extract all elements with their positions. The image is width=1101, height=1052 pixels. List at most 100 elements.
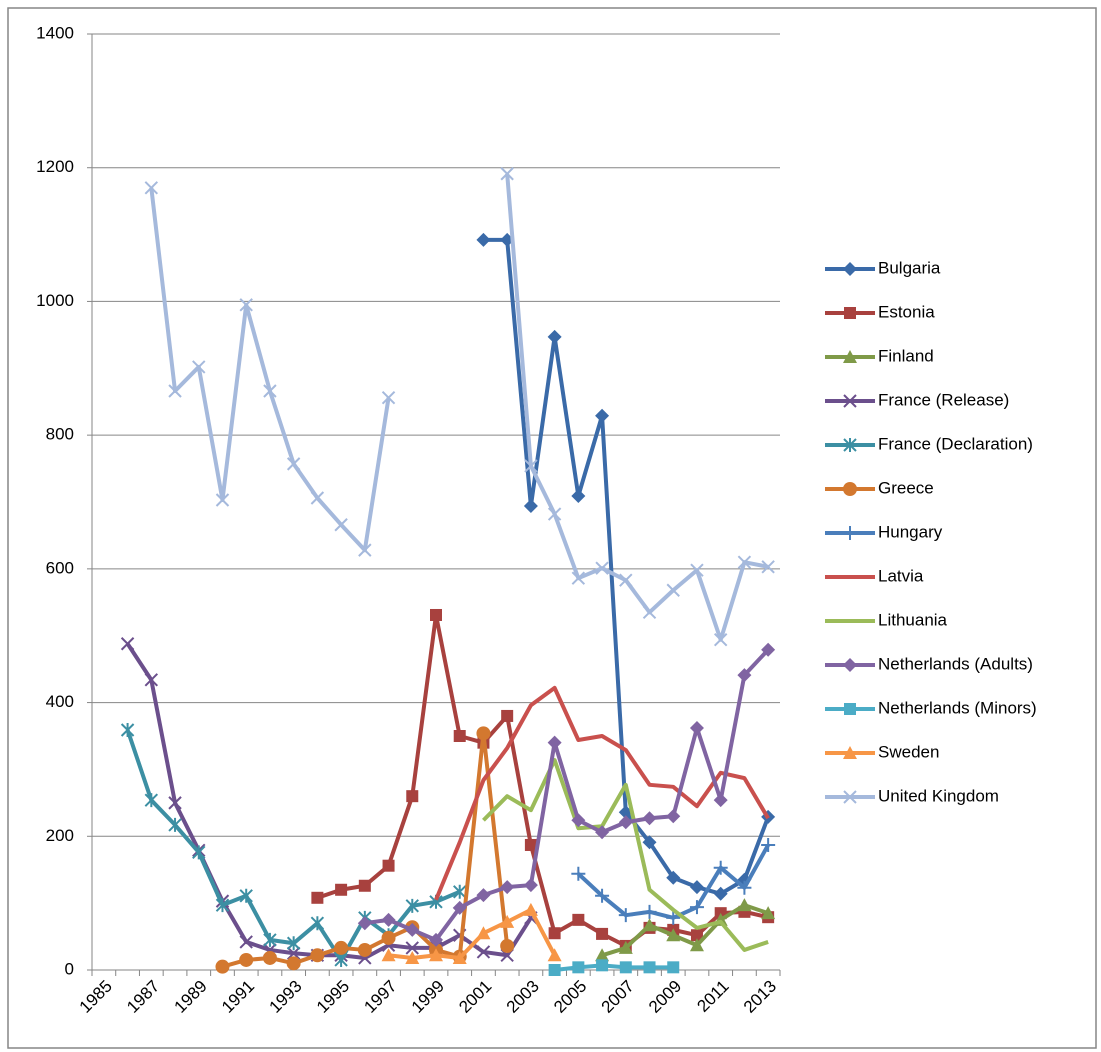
y-tick-label: 800: [46, 425, 74, 444]
legend-label: Greece: [878, 478, 934, 497]
marker: [737, 898, 752, 912]
marker: [642, 811, 657, 826]
marker: [192, 360, 206, 374]
marker: [690, 929, 703, 942]
marker: [381, 930, 396, 945]
legend-marker: [843, 746, 857, 759]
marker: [144, 673, 159, 687]
legend-marker: [843, 350, 857, 363]
marker: [239, 888, 253, 903]
legend-label: France (Declaration): [878, 434, 1033, 453]
marker: [547, 948, 562, 962]
legend-label: Netherlands (Minors): [878, 698, 1037, 717]
chart-frame: [7, 7, 1097, 1049]
marker: [548, 964, 561, 976]
legend-label: Lithuania: [878, 610, 948, 629]
marker: [548, 927, 561, 940]
marker: [595, 888, 610, 903]
series: [482, 758, 769, 952]
marker: [761, 560, 775, 574]
legend-label: Estonia: [878, 302, 935, 321]
marker: [144, 793, 159, 808]
marker: [476, 888, 491, 903]
marker: [453, 730, 466, 742]
marker: [168, 796, 182, 810]
marker: [310, 916, 325, 931]
marker: [334, 952, 348, 967]
y-tick-label: 600: [46, 558, 74, 577]
marker: [666, 809, 681, 824]
marker: [524, 838, 537, 851]
marker: [335, 883, 348, 896]
legend-marker: [844, 307, 856, 319]
marker: [120, 637, 135, 651]
marker: [523, 878, 538, 893]
legend-marker: [843, 790, 857, 804]
marker: [666, 583, 680, 597]
series: [144, 167, 775, 647]
marker: [761, 906, 776, 920]
marker: [666, 870, 681, 885]
marker: [643, 961, 656, 974]
marker: [263, 932, 277, 947]
marker: [405, 922, 420, 937]
marker: [689, 720, 704, 735]
marker: [689, 880, 704, 895]
series: [571, 837, 776, 925]
marker: [286, 946, 301, 960]
marker: [334, 940, 349, 955]
marker: [239, 952, 254, 967]
marker: [429, 932, 443, 947]
series: [120, 722, 467, 967]
marker: [286, 936, 301, 951]
legend-marker: [843, 658, 857, 672]
marker: [666, 928, 681, 942]
marker: [476, 232, 491, 247]
marker: [453, 884, 467, 899]
marker: [382, 859, 395, 872]
marker: [215, 898, 230, 913]
series: [381, 902, 562, 964]
legend-marker: [843, 526, 857, 540]
marker: [144, 181, 159, 195]
y-tick-label: 1400: [36, 23, 74, 42]
marker: [381, 948, 396, 962]
marker: [596, 959, 609, 972]
series: [215, 726, 515, 974]
y-tick-label: 1200: [36, 157, 74, 176]
marker: [571, 571, 586, 585]
marker: [500, 167, 514, 181]
marker: [524, 459, 538, 473]
marker: [619, 961, 632, 974]
legend-label: United Kingdom: [878, 786, 999, 805]
marker: [690, 563, 704, 577]
marker: [500, 880, 515, 895]
marker: [262, 950, 277, 965]
marker: [571, 866, 586, 881]
marker: [642, 835, 657, 850]
marker: [595, 948, 610, 962]
marker: [523, 902, 538, 916]
marker: [430, 608, 442, 621]
marker: [595, 408, 610, 423]
marker: [239, 298, 253, 312]
marker: [120, 722, 135, 737]
series: [476, 232, 776, 901]
marker: [595, 561, 609, 575]
legend-marker: [843, 438, 857, 452]
legend-marker: [843, 394, 857, 408]
marker: [689, 900, 704, 915]
y-tick-label: 1000: [36, 291, 74, 310]
marker: [737, 555, 752, 569]
series-line: [434, 685, 770, 901]
marker: [263, 384, 277, 398]
marker: [311, 891, 324, 904]
marker: [500, 914, 515, 928]
marker: [713, 860, 728, 875]
marker: [452, 950, 467, 964]
legend-marker: [843, 262, 857, 276]
marker: [713, 793, 728, 808]
y-tick-label: 200: [46, 826, 74, 845]
marker: [642, 918, 657, 932]
